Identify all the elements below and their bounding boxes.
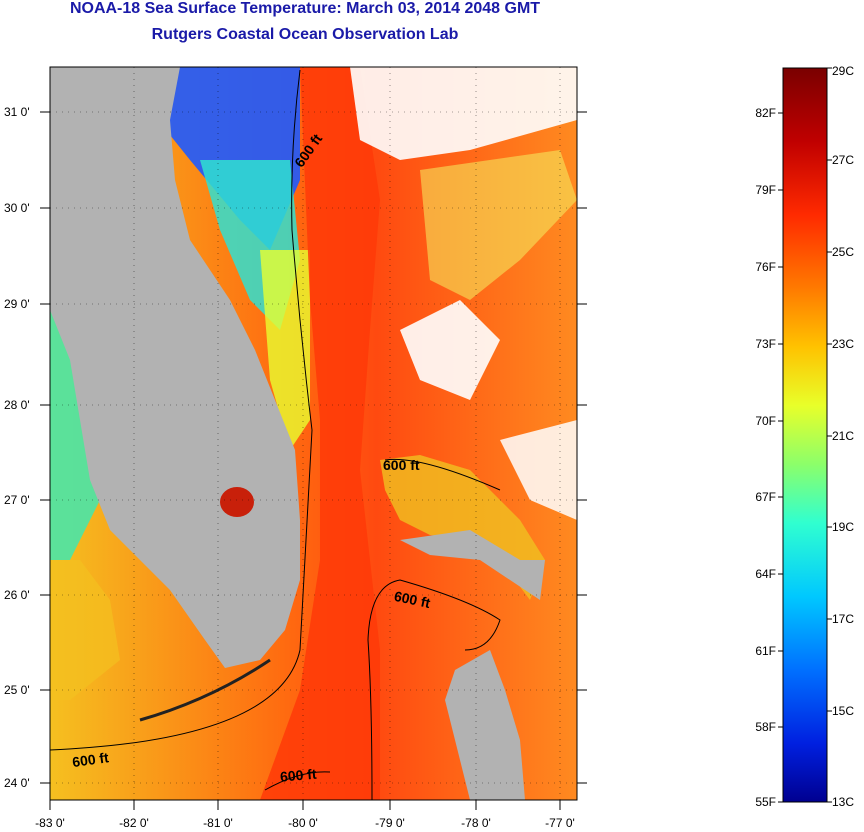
colorbar-fahrenheit-label: 64F bbox=[755, 567, 776, 581]
lat-label: 24 0' bbox=[4, 776, 30, 790]
lat-label: 27 0' bbox=[4, 493, 30, 507]
map-panel bbox=[50, 67, 577, 800]
colorbar-celsius-label: 27C bbox=[832, 153, 854, 167]
latitude-axis: 31 0' 30 0' 29 0' 28 0' 27 0' 26 0' 25 0… bbox=[4, 105, 587, 790]
contour-label-bahamas: 600 ft bbox=[393, 588, 432, 611]
lat-label: 28 0' bbox=[4, 398, 30, 412]
colorbar-fahrenheit-label: 76F bbox=[755, 260, 776, 274]
contour-600ft-bahamas-north bbox=[384, 458, 501, 491]
yellow-water-patch bbox=[420, 150, 577, 300]
colorbar-fahrenheit-label: 82F bbox=[755, 106, 776, 120]
contour-label-keys: 600 ft bbox=[71, 749, 110, 770]
lat-label: 30 0' bbox=[4, 201, 30, 215]
contour-600ft-bahamas-south bbox=[367, 579, 501, 800]
colorbar-fahrenheit-label: 55F bbox=[755, 795, 776, 809]
temperature-colorbar: 29C 27C 25C 23C 21C 19C 17C 15C 13C 82F … bbox=[755, 64, 854, 809]
lake-okeechobee bbox=[220, 487, 254, 517]
colorbar-gradient bbox=[782, 67, 828, 803]
lat-label: 29 0' bbox=[4, 297, 30, 311]
lat-label: 31 0' bbox=[4, 105, 30, 119]
colorbar-celsius-label: 25C bbox=[832, 245, 854, 259]
longitude-axis: -83 0' -82 0' -81 0' -80 0' -79 0' -78 0… bbox=[35, 800, 575, 830]
lon-label: -77 0' bbox=[545, 816, 575, 830]
florida-land bbox=[50, 67, 300, 668]
florida-keys bbox=[139, 658, 271, 722]
mild-water-band bbox=[260, 250, 310, 450]
colorbar-celsius-label: 15C bbox=[832, 704, 854, 718]
colorbar-fahrenheit-label: 73F bbox=[755, 337, 776, 351]
colorbar-fahrenheit-label: 58F bbox=[755, 720, 776, 734]
lon-label: -81 0' bbox=[203, 816, 233, 830]
colorbar-celsius-label: 29C bbox=[832, 64, 854, 78]
colorbar-celsius-label: 17C bbox=[832, 612, 854, 626]
contour-label-grand-bahama: 600 ft bbox=[383, 457, 420, 473]
lon-label: -79 0' bbox=[375, 816, 405, 830]
cloud-cover-east bbox=[400, 300, 500, 400]
gulf-stream bbox=[260, 67, 380, 800]
lon-label: -78 0' bbox=[461, 816, 491, 830]
cloud-cover-bahamas bbox=[500, 420, 577, 520]
colorbar-fahrenheit-label: 79F bbox=[755, 183, 776, 197]
contour-600ft-cuba bbox=[264, 771, 331, 791]
lon-label: -82 0' bbox=[119, 816, 149, 830]
colorbar-fahrenheit-label: 61F bbox=[755, 644, 776, 658]
gulf-warm-water bbox=[50, 560, 120, 700]
colorbar-celsius-label: 19C bbox=[832, 520, 854, 534]
grand-bahama-island bbox=[400, 530, 545, 600]
colorbar-fahrenheit-label: 67F bbox=[755, 490, 776, 504]
lon-label: -83 0' bbox=[35, 816, 65, 830]
lat-label: 25 0' bbox=[4, 683, 30, 697]
andros-island bbox=[445, 650, 525, 800]
lat-label: 26 0' bbox=[4, 588, 30, 602]
colorbar-celsius-label: 23C bbox=[832, 337, 854, 351]
cloud-cover-north bbox=[350, 67, 577, 160]
contour-600ft-florida bbox=[50, 69, 313, 751]
contour-label-south: 600 ft bbox=[279, 766, 317, 785]
lon-label: -80 0' bbox=[288, 816, 318, 830]
colorbar-celsius-label: 21C bbox=[832, 429, 854, 443]
graticule bbox=[50, 67, 577, 800]
map-subtitle: Rutgers Coastal Ocean Observation Lab bbox=[151, 26, 459, 43]
map-frame bbox=[49, 66, 578, 801]
colorbar-celsius-label: 13C bbox=[832, 795, 854, 809]
colorbar-fahrenheit-label: 70F bbox=[755, 414, 776, 428]
map-title: NOAA-18 Sea Surface Temperature: March 0… bbox=[69, 0, 541, 17]
